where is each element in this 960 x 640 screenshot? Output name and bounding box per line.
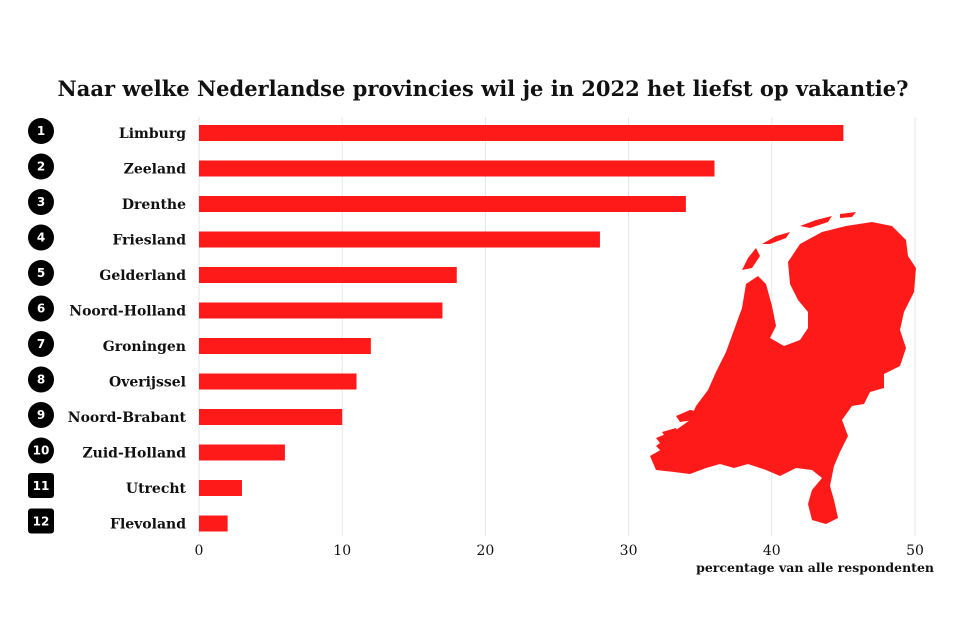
bar-flevoland <box>199 515 228 532</box>
rank-number: 3 <box>37 195 45 209</box>
rank-badge-circle <box>28 331 54 357</box>
x-tick-label: 20 <box>476 543 494 559</box>
bar-gelderland <box>199 267 457 283</box>
category-label: Zeeland <box>124 162 187 178</box>
category-label: Utrecht <box>126 481 187 497</box>
x-axis-ticks: 0 10 20 30 40 50 <box>195 543 924 559</box>
bar-zeeland <box>199 160 715 177</box>
rank-badge: 12 <box>28 508 54 534</box>
gridlines <box>198 117 916 536</box>
rank-badge: 1 <box>28 118 54 144</box>
rank-badge: 11 <box>28 473 54 498</box>
category-label: Noord-Brabant <box>68 410 187 426</box>
rank-badge: 9 <box>28 402 54 428</box>
rank-badge-square <box>28 473 54 498</box>
bars <box>199 125 844 532</box>
rank-badge: 2 <box>28 153 54 180</box>
bar-noord-holland <box>199 302 443 319</box>
category-label: Noord-Holland <box>69 304 186 320</box>
rank-badge-circle <box>28 366 54 393</box>
rank-number: 12 <box>33 515 50 529</box>
rank-badge-circle <box>28 153 54 180</box>
rank-number: 11 <box>33 479 50 493</box>
x-tick-label: 10 <box>333 543 351 559</box>
x-tick-label: 30 <box>620 543 638 559</box>
category-label: Overijssel <box>109 375 186 391</box>
rank-number: 4 <box>37 231 45 245</box>
rank-badge-circle <box>28 224 54 251</box>
rank-badge-circle <box>28 189 54 215</box>
rank-number: 8 <box>37 373 45 387</box>
netherlands-map <box>650 222 916 524</box>
bar-limburg <box>199 125 844 141</box>
bar-utrecht <box>199 480 242 496</box>
bar-groningen <box>199 338 371 354</box>
rank-badge: 3 <box>28 189 54 215</box>
rank-number: 7 <box>37 337 45 351</box>
rank-badge-circle <box>28 118 54 144</box>
bar-zuid-holland <box>199 444 285 461</box>
x-axis-label: percentage van alle respondenten <box>696 560 934 575</box>
rank-badge: 5 <box>28 260 54 286</box>
bar-drenthe <box>199 196 686 212</box>
rank-badge-circle <box>28 437 54 464</box>
rank-badge: 4 <box>28 224 54 251</box>
rank-number: 1 <box>37 124 45 138</box>
x-tick-label: 50 <box>906 543 924 559</box>
rank-number: 5 <box>37 266 45 280</box>
rank-badge-circle <box>28 295 54 322</box>
rank-badge-circle <box>28 260 54 286</box>
rank-number: 6 <box>37 302 45 316</box>
bar-overijssel <box>199 373 357 390</box>
rank-badge: 6 <box>28 295 54 322</box>
category-label: Zuid-Holland <box>82 446 186 462</box>
category-label: Groningen <box>103 339 186 355</box>
rank-badge: 10 <box>28 437 54 464</box>
zeeland-islands <box>656 410 702 452</box>
chart-title: Naar welke Nederlandse provincies wil je… <box>58 76 909 101</box>
category-label: Drenthe <box>122 197 186 213</box>
category-label: Flevoland <box>110 517 186 533</box>
category-label: Limburg <box>119 126 186 142</box>
bar-noord-brabant <box>199 409 343 425</box>
rank-badge-square <box>28 508 54 534</box>
rank-number: 2 <box>37 160 45 174</box>
wadden-islands <box>742 212 856 270</box>
rank-number: 9 <box>37 408 45 422</box>
category-label: Friesland <box>112 233 186 249</box>
rank-badge-circle <box>28 402 54 428</box>
category-label: Gelderland <box>99 268 186 284</box>
bar-friesland <box>199 231 600 248</box>
x-tick-label: 40 <box>763 543 781 559</box>
category-labels: Limburg 1 Zeeland 2 Drenthe 3 Friesland 4 Gelder… <box>28 118 187 534</box>
x-tick-label: 0 <box>195 543 204 559</box>
rank-badge: 8 <box>28 366 54 393</box>
rank-number: 10 <box>33 444 50 458</box>
rank-badge: 7 <box>28 331 54 357</box>
